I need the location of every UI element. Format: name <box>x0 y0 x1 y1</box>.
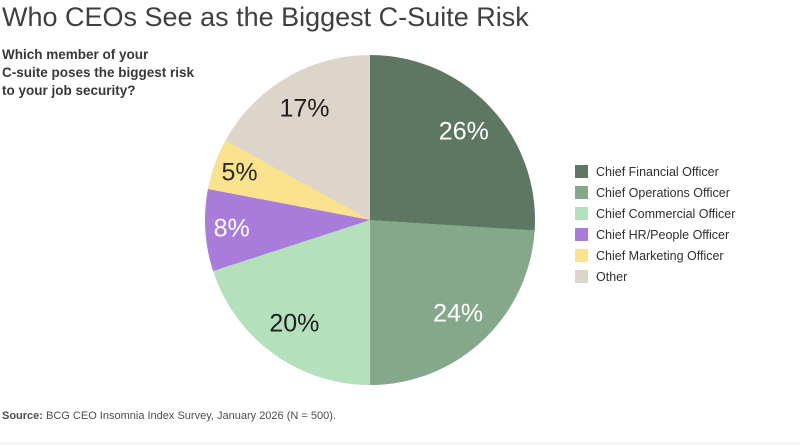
legend-swatch-6 <box>575 270 588 283</box>
legend-item-3: Chief Commercial Officer <box>575 206 736 221</box>
legend-item-1: Chief Financial Officer <box>575 164 735 179</box>
legend-label-2: Chief Operations Officer <box>596 185 730 200</box>
legend-item-6: Other <box>575 269 735 284</box>
legend-swatch-1 <box>575 165 588 178</box>
legend-swatch-5 <box>575 249 588 262</box>
source-note: Source: BCG CEO Insomnia Index Survey, J… <box>2 410 336 422</box>
chart-question-subtitle: Which member of your C-suite poses the b… <box>2 47 195 98</box>
source-label: Source: <box>2 410 43 422</box>
pie-chart: 26% 24% 20% 8% 5% 17% <box>205 55 535 385</box>
legend-item-5: Chief Marketing Officer <box>575 248 735 263</box>
legend-item-2: Chief Operations Officer <box>575 185 735 200</box>
chart-legend: Chief Financial Officer Chief Operations … <box>575 164 736 284</box>
source-text: BCG CEO Insomnia Index Survey, January 2… <box>42 410 336 422</box>
legend-swatch-3 <box>575 207 588 220</box>
legend-swatch-4 <box>575 228 588 241</box>
legend-label-1: Chief Financial Officer <box>596 164 719 179</box>
legend-item-4: Chief HR/People Officer <box>575 227 735 242</box>
legend-label-3: Chief Commercial Officer <box>596 206 736 221</box>
page-bottom-edge <box>0 442 800 445</box>
legend-label-6: Other <box>596 269 628 284</box>
legend-label-4: Chief HR/People Officer <box>596 227 730 242</box>
page-title: Who CEOs See as the Biggest C-Suite Risk <box>2 2 529 32</box>
pie-circle <box>205 55 535 385</box>
legend-swatch-2 <box>575 186 588 199</box>
legend-label-5: Chief Marketing Officer <box>596 248 724 263</box>
